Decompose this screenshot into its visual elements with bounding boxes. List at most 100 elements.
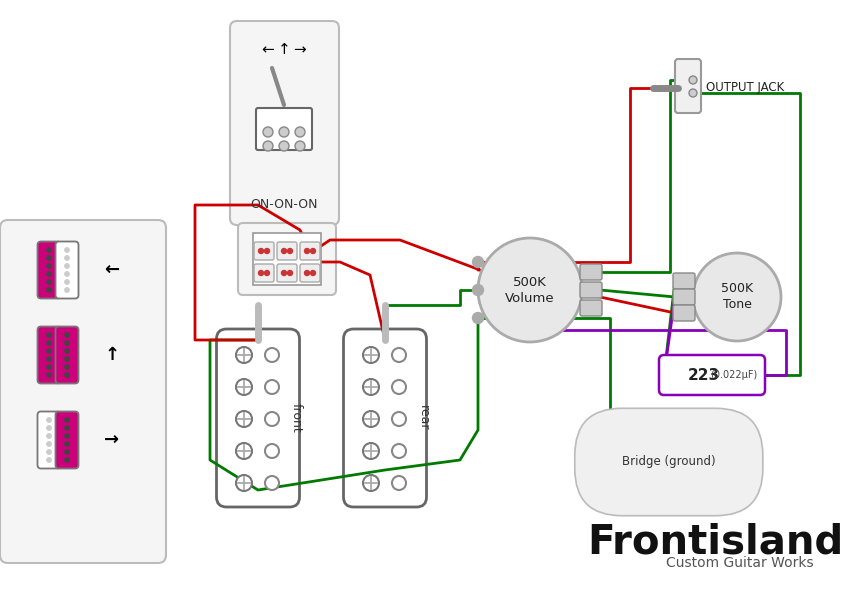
FancyBboxPatch shape <box>673 289 695 305</box>
Circle shape <box>472 312 483 324</box>
Circle shape <box>65 248 69 252</box>
Circle shape <box>47 373 51 377</box>
Circle shape <box>47 365 51 369</box>
FancyBboxPatch shape <box>38 327 61 384</box>
Circle shape <box>258 249 264 253</box>
Circle shape <box>47 349 51 353</box>
Circle shape <box>47 418 51 422</box>
Circle shape <box>65 365 69 369</box>
Circle shape <box>236 379 252 395</box>
Circle shape <box>472 256 483 268</box>
Circle shape <box>65 442 69 446</box>
Circle shape <box>65 357 69 361</box>
Circle shape <box>392 412 406 426</box>
Circle shape <box>65 272 69 276</box>
Circle shape <box>65 349 69 353</box>
Circle shape <box>47 341 51 345</box>
Circle shape <box>47 333 51 337</box>
FancyBboxPatch shape <box>300 242 320 260</box>
FancyBboxPatch shape <box>216 329 300 507</box>
Circle shape <box>65 256 69 260</box>
Circle shape <box>47 458 51 462</box>
FancyBboxPatch shape <box>253 233 321 285</box>
Circle shape <box>47 256 51 260</box>
Text: Volume: Volume <box>505 292 555 305</box>
FancyBboxPatch shape <box>580 264 602 280</box>
Circle shape <box>263 127 273 137</box>
Circle shape <box>47 280 51 284</box>
Circle shape <box>65 434 69 438</box>
Circle shape <box>47 426 51 430</box>
Text: OUTPUT JACK: OUTPUT JACK <box>706 82 784 95</box>
Circle shape <box>265 348 279 362</box>
Circle shape <box>472 284 483 296</box>
Circle shape <box>392 380 406 394</box>
FancyBboxPatch shape <box>254 242 274 260</box>
Circle shape <box>47 434 51 438</box>
Circle shape <box>47 248 51 252</box>
Circle shape <box>305 249 310 253</box>
Circle shape <box>47 288 51 292</box>
Circle shape <box>295 141 305 151</box>
FancyBboxPatch shape <box>256 108 312 150</box>
Circle shape <box>305 271 310 275</box>
Circle shape <box>287 271 292 275</box>
Text: Custom Guitar Works: Custom Guitar Works <box>666 556 814 570</box>
Circle shape <box>689 89 697 97</box>
FancyBboxPatch shape <box>38 242 61 299</box>
Text: front: front <box>290 403 302 433</box>
FancyBboxPatch shape <box>277 242 297 260</box>
Circle shape <box>279 141 289 151</box>
Text: 223: 223 <box>688 368 720 383</box>
Circle shape <box>47 272 51 276</box>
Circle shape <box>236 443 252 459</box>
Circle shape <box>363 475 379 491</box>
Circle shape <box>363 379 379 395</box>
Circle shape <box>236 411 252 427</box>
Circle shape <box>236 347 252 363</box>
Circle shape <box>65 264 69 268</box>
FancyBboxPatch shape <box>56 327 78 384</box>
Circle shape <box>236 475 252 491</box>
Text: 500K: 500K <box>513 275 547 289</box>
FancyBboxPatch shape <box>230 21 339 225</box>
Circle shape <box>281 249 286 253</box>
Circle shape <box>392 476 406 490</box>
Circle shape <box>363 443 379 459</box>
FancyBboxPatch shape <box>675 59 701 113</box>
Circle shape <box>65 373 69 377</box>
FancyBboxPatch shape <box>580 300 602 316</box>
Circle shape <box>65 458 69 462</box>
Circle shape <box>311 249 316 253</box>
Circle shape <box>265 412 279 426</box>
Circle shape <box>65 280 69 284</box>
Circle shape <box>258 271 264 275</box>
Circle shape <box>47 264 51 268</box>
FancyBboxPatch shape <box>0 220 166 563</box>
Circle shape <box>264 271 269 275</box>
FancyBboxPatch shape <box>580 282 602 298</box>
Circle shape <box>392 444 406 458</box>
Circle shape <box>265 380 279 394</box>
Circle shape <box>65 418 69 422</box>
Circle shape <box>287 249 292 253</box>
Text: (0.022μF): (0.022μF) <box>711 370 758 380</box>
FancyBboxPatch shape <box>38 412 61 468</box>
Circle shape <box>265 444 279 458</box>
FancyBboxPatch shape <box>254 264 274 282</box>
Circle shape <box>47 450 51 454</box>
Text: ←: ← <box>104 261 120 279</box>
Circle shape <box>47 442 51 446</box>
FancyBboxPatch shape <box>300 264 320 282</box>
FancyBboxPatch shape <box>56 242 78 299</box>
Circle shape <box>363 347 379 363</box>
Text: →: → <box>294 42 306 58</box>
Text: Frontisland: Frontisland <box>587 523 842 563</box>
FancyBboxPatch shape <box>277 264 297 282</box>
Circle shape <box>65 341 69 345</box>
Circle shape <box>65 426 69 430</box>
Circle shape <box>363 411 379 427</box>
Text: rear: rear <box>417 405 429 431</box>
Circle shape <box>265 476 279 490</box>
Circle shape <box>693 253 781 341</box>
